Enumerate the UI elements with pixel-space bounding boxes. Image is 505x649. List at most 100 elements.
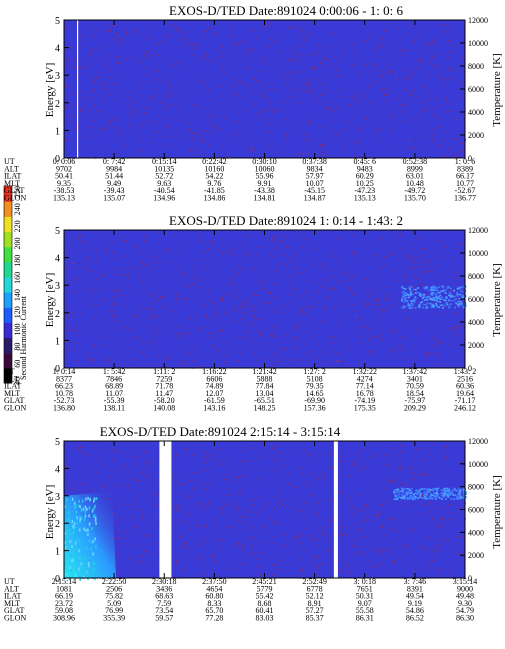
speckle-dot [205, 525, 207, 527]
cone-cell [71, 520, 74, 524]
speckle-dot [297, 121, 299, 124]
speckle-dot [270, 123, 272, 125]
speckle-dot [436, 545, 438, 547]
speckle-dot [228, 467, 230, 470]
speckle-dot [325, 296, 327, 298]
speckle-dot [380, 564, 382, 566]
speckle-dot [251, 48, 253, 50]
speckle-dot [293, 346, 295, 348]
speckle-dot [208, 92, 210, 94]
speckle-dot [159, 306, 161, 309]
speckle-dot [153, 285, 155, 287]
speckle-dot [122, 236, 124, 238]
speckle-dot [187, 453, 188, 455]
speckle-dot [404, 104, 406, 107]
table-cell: -71.17 [455, 396, 476, 405]
y2-tick-label: 0 [468, 574, 472, 583]
speckle-dot [227, 478, 229, 480]
cone-cell [64, 563, 66, 567]
speckle-dot [393, 236, 395, 238]
speckle-dot [384, 261, 386, 263]
cone-cell [83, 527, 85, 531]
table-cell: 134.87 [304, 194, 326, 203]
speckle-dot [242, 450, 244, 452]
speckle-dot [397, 470, 399, 473]
speckle-dot [259, 246, 261, 248]
speckle-dot [457, 284, 459, 287]
speckle-dot [342, 492, 343, 494]
speckle-dot [138, 250, 139, 252]
speckle-dot [393, 448, 395, 450]
speckle-dot [219, 572, 220, 574]
speckle-dot [299, 323, 301, 325]
speckle-dot [384, 487, 386, 489]
speckle-dot [363, 54, 365, 56]
speckle-dot [241, 545, 243, 548]
speckle-dot [242, 460, 244, 462]
cone-cell [93, 506, 95, 510]
speckle-dot [231, 271, 233, 273]
speckle-dot [306, 480, 308, 482]
speckle-dot [438, 524, 440, 527]
speckle-dot [156, 315, 157, 317]
band-cell [443, 489, 446, 492]
speckle-dot [140, 335, 142, 337]
speckle-dot [296, 252, 297, 254]
speckle-dot [331, 132, 333, 135]
cone-cell [82, 507, 85, 511]
speckle-dot [366, 117, 367, 120]
speckle-dot [136, 494, 138, 497]
speckle-dot [377, 81, 379, 83]
speckle-dot [164, 308, 166, 310]
speckle-dot [370, 351, 372, 353]
speckle-dot [455, 326, 457, 328]
speckle-dot [309, 98, 311, 100]
speckle-dot [276, 353, 278, 355]
table-cell: 0:22:42 [202, 157, 226, 166]
speckle-dot [287, 61, 289, 63]
speckle-dot [223, 352, 224, 354]
speckle-dot [221, 61, 222, 63]
speckle-dot [298, 312, 300, 315]
speckle-dot [412, 59, 414, 62]
speckle-dot [233, 136, 235, 138]
band-cell [449, 291, 452, 294]
speckle-dot [297, 358, 299, 360]
speckle-dot [150, 34, 152, 36]
speckle-dot [209, 133, 211, 135]
speckle-dot [277, 52, 279, 54]
speckle-dot [273, 297, 275, 299]
speckle-dot [260, 497, 262, 499]
speckle-dot [379, 41, 381, 43]
speckle-dot [196, 503, 197, 505]
speckle-dot [358, 244, 360, 247]
speckle-dot [188, 122, 190, 124]
speckle-dot [154, 121, 156, 123]
speckle-dot [108, 30, 110, 32]
speckle-dot [199, 284, 200, 286]
speckle-dot [134, 477, 136, 479]
speckle-dot [229, 526, 231, 529]
speckle-dot [294, 327, 296, 330]
cone-cell [72, 524, 74, 528]
speckle-dot [204, 130, 206, 132]
speckle-dot [222, 297, 223, 299]
speckle-dot [306, 90, 308, 92]
panel-2-band-feature [400, 285, 467, 309]
speckle-dot [147, 341, 149, 343]
speckle-dot [68, 66, 70, 68]
speckle-dot [70, 330, 72, 332]
speckle-dot [178, 278, 180, 280]
speckle-dot [269, 88, 271, 90]
speckle-dot [114, 470, 116, 472]
table-cell: 5.09 [107, 599, 121, 608]
speckle-dot [321, 126, 323, 128]
speckle-dot [337, 534, 339, 537]
band-cell [448, 491, 451, 493]
speckle-dot [162, 56, 164, 58]
table-cell: 175.35 [354, 404, 376, 413]
band-cell [426, 298, 429, 301]
speckle-dot [343, 99, 345, 101]
band-cell [417, 491, 420, 493]
table-cell: 2:15:14 [52, 577, 76, 586]
